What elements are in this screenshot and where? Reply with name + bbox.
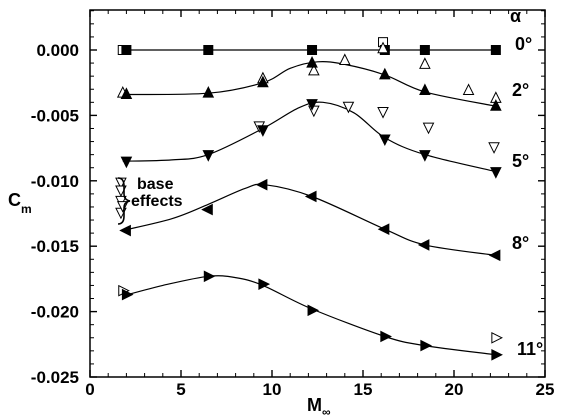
data-point-s1 (120, 87, 133, 99)
data-point-s1 (202, 86, 215, 98)
data-point-s2 (257, 125, 269, 137)
y-tick-label: -0.010 (31, 172, 79, 191)
legend-title: α (510, 6, 521, 26)
data-point-s4 (307, 304, 320, 317)
y-tick-label: 0.000 (36, 41, 79, 60)
data-point-s3 (377, 223, 390, 236)
y-tick-labels: 0.000 -0.005 -0.010 -0.015 -0.020 -0.025 (31, 41, 79, 387)
y-tick-label: -0.020 (31, 303, 79, 322)
y-tick-label: -0.025 (31, 368, 79, 387)
y-axis-label: C m (8, 190, 32, 216)
data-point-s3 (417, 239, 430, 251)
base-effects-annotation: base effects (117, 176, 183, 225)
series-curve-2 (122, 101, 497, 173)
data-point-s1 (490, 99, 502, 111)
series-label-0: 0° (515, 34, 532, 54)
y-axis-label-main: C (8, 190, 21, 210)
series-label-2: 5° (512, 151, 529, 171)
data-point-s1 (419, 83, 431, 96)
series-label-3: 8° (512, 233, 529, 253)
x-tick-label: 5 (176, 380, 185, 399)
series-label-1: 2° (512, 80, 529, 100)
open-data-point-s4 (491, 331, 503, 344)
x-axis-label-main: M (307, 395, 322, 415)
x-tick-label: 25 (536, 380, 555, 399)
axis-ticks (89, 10, 546, 378)
data-markers (115, 37, 503, 361)
x-tick-label: 15 (354, 380, 373, 399)
data-point-s1 (306, 55, 318, 68)
data-point-s4 (420, 339, 432, 352)
data-point-s0 (419, 45, 430, 55)
data-point-s3 (119, 224, 131, 237)
data-point-s4 (121, 288, 134, 301)
data-point-s3 (304, 190, 317, 203)
data-point-s2 (202, 150, 215, 162)
data-point-s0 (203, 45, 214, 55)
open-data-point-s1 (462, 83, 475, 96)
series-labels: 0° 2° 5° 8° 11° (512, 34, 543, 359)
x-axis-label: M ∞ (307, 395, 331, 419)
data-point-s3 (201, 203, 213, 216)
x-tick-label: 20 (445, 380, 464, 399)
data-point-s4 (380, 330, 392, 343)
data-point-s0 (121, 45, 132, 55)
y-tick-label: -0.015 (31, 237, 79, 256)
data-point-s3 (255, 178, 268, 191)
data-point-s1 (257, 75, 269, 88)
data-point-s2 (120, 156, 133, 169)
base-effects-brace (117, 177, 131, 225)
data-point-s2 (379, 134, 391, 147)
data-point-s4 (491, 348, 503, 361)
base-effects-label-line2: effects (131, 193, 183, 210)
x-axis-label-sub: ∞ (322, 405, 331, 419)
series-label-4: 11° (517, 339, 543, 359)
open-data-point-s2 (422, 122, 435, 135)
data-point-s0 (490, 45, 501, 55)
open-data-point-s2 (377, 106, 389, 119)
data-point-s0 (307, 45, 318, 55)
y-axis-label-sub: m (21, 202, 32, 216)
data-point-s1 (379, 67, 391, 80)
x-tick-label: 10 (263, 380, 282, 399)
base-effects-label-line1: base (137, 176, 174, 193)
data-point-s4 (203, 270, 216, 283)
open-data-point-s1 (419, 57, 431, 69)
data-point-s2 (306, 99, 318, 111)
open-data-point-s2 (488, 142, 500, 154)
series-curve-1 (122, 61, 497, 107)
series-curve-4 (122, 275, 496, 356)
y-tick-label: -0.005 (31, 106, 79, 125)
data-point-s4 (258, 278, 271, 290)
open-data-point-s1 (377, 41, 389, 54)
open-data-point-s1 (308, 63, 320, 76)
data-point-s3 (488, 249, 501, 262)
open-data-point-s1 (338, 53, 351, 65)
x-tick-labels: 0 5 10 15 20 25 (85, 380, 554, 399)
data-point-s2 (419, 150, 431, 162)
x-tick-label: 0 (85, 380, 94, 399)
open-data-point-s2 (308, 105, 320, 118)
data-point-s2 (490, 167, 502, 179)
open-data-point-s2 (342, 101, 355, 114)
